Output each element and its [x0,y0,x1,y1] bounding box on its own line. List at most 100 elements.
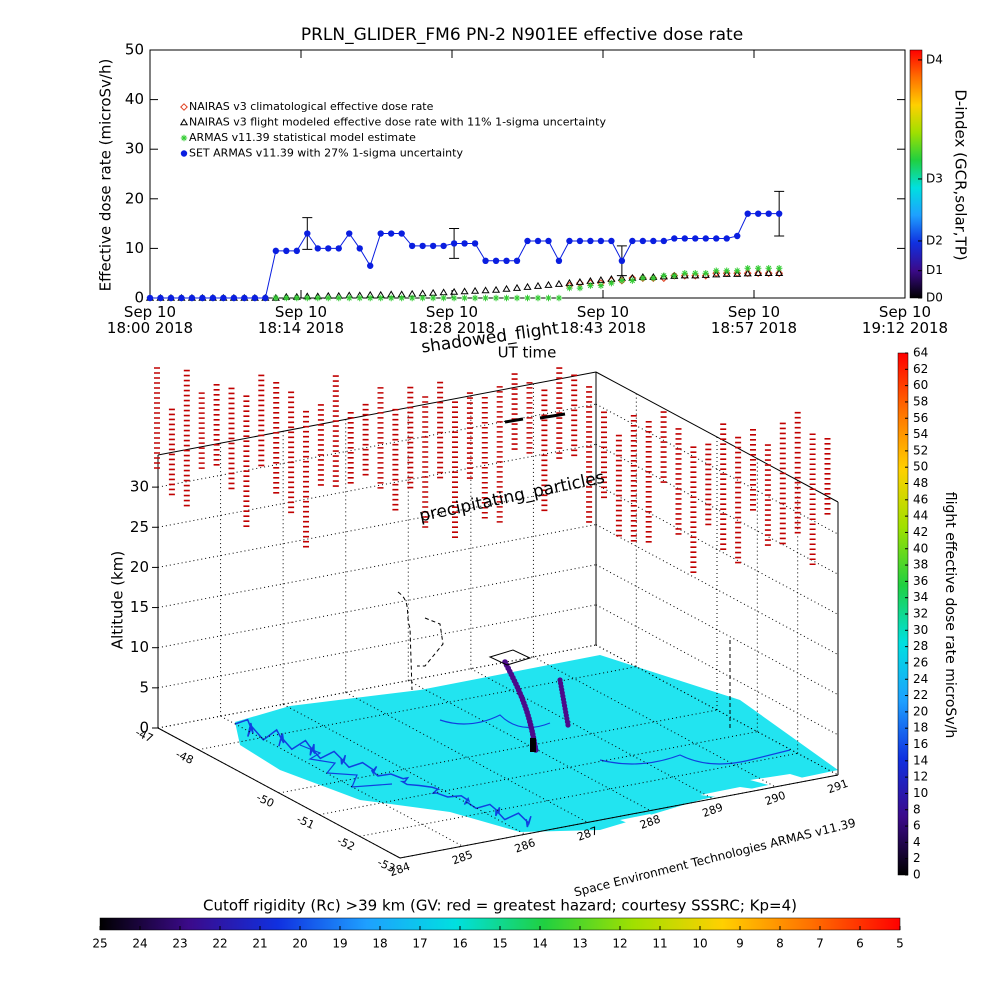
particle-column [615,434,622,537]
data-point [775,210,783,217]
data-point [680,271,689,280]
rigidity-tick-label: 9 [736,937,744,951]
shadow-track [397,591,731,730]
particle-column [601,411,607,499]
lat-tick-label: -50 [254,791,276,810]
particle-column [317,404,324,486]
data-point [471,240,479,247]
legend-label: ARMAS v11.39 statistical model estimate [189,131,416,144]
particle-column [243,395,250,527]
data-point [765,265,772,272]
y2-tick-label: D3 [926,171,943,185]
data-point [377,294,384,302]
data-point [555,257,563,264]
z-tick-label: 25 [130,518,149,536]
data-point [671,235,678,242]
particle-column [496,386,503,523]
particle-column [645,421,652,543]
particle-column [213,384,220,466]
data-point [754,269,763,278]
data-point [775,269,784,278]
data-point [512,283,522,291]
data-point [356,294,363,302]
colorbar-tick-label: 52 [913,443,928,457]
colorbar-tick-label: 58 [913,394,928,408]
y-tick-label: 20 [125,189,144,207]
data-point [367,262,374,269]
particle-column [228,387,235,490]
rigidity-tick-label: 22 [212,937,227,951]
data-point [188,294,196,302]
data-point [576,237,584,245]
data-point [671,272,678,279]
data-point [545,237,552,245]
colorbar-tick-label: 24 [913,672,928,686]
z-axis-label: Altitude (km) [109,551,127,649]
data-point [629,237,636,245]
data-point [713,267,720,274]
data-point [146,294,154,302]
data-point [523,282,532,290]
particle-column [735,436,742,564]
data-point [492,294,500,302]
z-tick-label: 10 [130,638,149,656]
rigidity-tick-label: 17 [412,937,427,951]
rigidity-tick-label: 6 [856,937,864,951]
data-point [408,242,416,250]
y2-tick-label: D0 [926,291,943,305]
colorbar-tick-label: 4 [913,835,921,849]
colorbar-tick-label: 20 [913,704,928,718]
data-point [566,284,573,292]
data-point [408,294,416,302]
particle-column [809,433,816,566]
data-point [470,286,480,294]
floor-grid-line [408,680,651,812]
data-point [482,294,489,302]
data-point [660,272,668,279]
data-point [692,270,699,277]
data-point [241,294,248,302]
data-point [555,294,563,302]
particle-column [377,387,384,489]
lon-tick-label: 285 [450,848,474,867]
wall-grid-line [595,604,839,736]
particle-column [571,374,578,457]
lon-tick-label: 291 [826,777,850,796]
particle-column [332,375,339,487]
y-axis-label: Effective dose rate (microSv/h) [97,59,115,292]
data-point [744,265,751,272]
z-tick-label: 30 [130,478,149,496]
floor-grid-line [282,703,526,835]
data-point [199,294,206,302]
legend-marker [179,118,189,126]
z-tick-label: 0 [139,719,149,737]
particle-column [526,382,533,454]
data-point [587,282,594,289]
data-point [639,237,647,245]
data-point [702,270,709,277]
colorbar-tick-label: 10 [913,786,928,800]
data-point [608,279,615,287]
series-line [150,213,780,299]
data-point [659,272,668,280]
rigidity-tick-label: 20 [292,937,307,951]
y-tick-label: 0 [134,289,144,307]
wall-grid-line [595,443,839,575]
credit: Space Environment Technologies ARMAS v11… [573,816,857,900]
particle-column [824,438,831,515]
data-point [533,281,543,289]
data-point [440,242,447,250]
data-point [545,294,552,302]
data-point [314,294,321,302]
data-point [701,271,710,280]
data-point [502,284,511,292]
particle-column [779,422,786,545]
data-point [712,269,721,278]
data-point [702,235,709,242]
colorbar-tick-label: 42 [913,525,928,539]
wall-grid-line [157,403,597,488]
colorbar-tick-label: 6 [913,819,921,833]
colorbar-tick-label: 34 [913,590,928,604]
particle-column [154,367,160,469]
colorbar-tick-label: 40 [913,541,928,555]
